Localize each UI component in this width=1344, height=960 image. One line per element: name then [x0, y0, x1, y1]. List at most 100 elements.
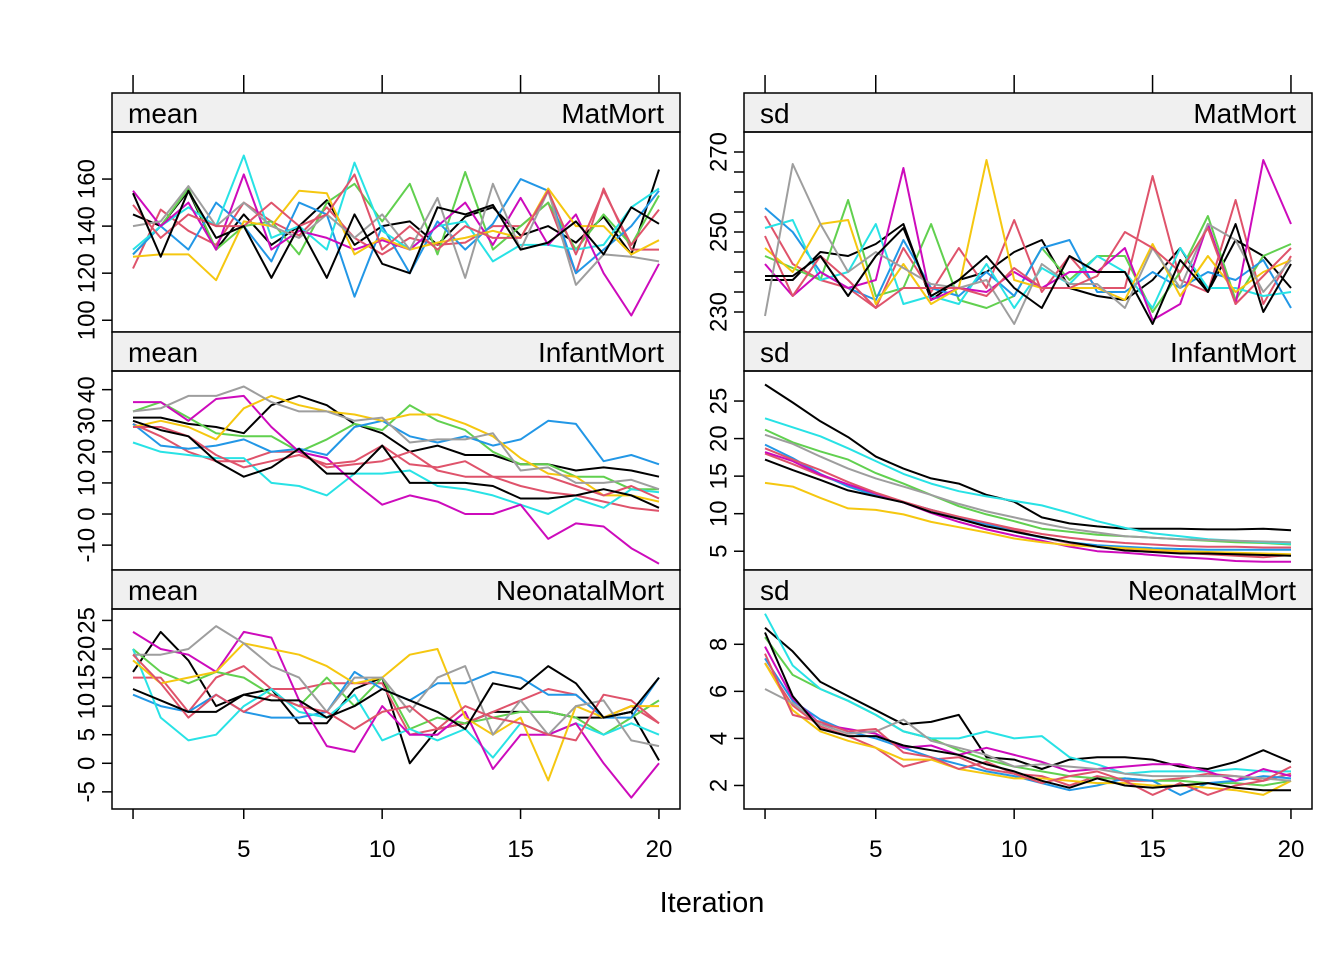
series-line-5: [132, 154, 660, 263]
series-line-8: [764, 163, 1292, 325]
strip-header: [743, 569, 1313, 610]
strip-variable-label: InfantMort: [1170, 337, 1296, 368]
y-tick-label: 100: [73, 300, 100, 340]
y-tick-label: 140: [73, 206, 100, 246]
strip-stat-label: mean: [128, 575, 198, 606]
y-tick-label: 5: [73, 728, 100, 741]
series-group: [132, 154, 660, 317]
y-tick-label: 2: [705, 779, 732, 792]
series-line-4: [132, 419, 660, 466]
x-tick-label: 10: [1001, 836, 1028, 863]
x-tick-label: 15: [1139, 836, 1166, 863]
series-group: [764, 613, 1292, 796]
series-line-8: [132, 385, 660, 491]
series-line-5: [764, 219, 1292, 309]
series-line-1: [133, 394, 660, 478]
series-line-8: [764, 433, 1292, 544]
y-tick-label: 0: [73, 507, 100, 520]
y-tick-label: 20: [705, 425, 732, 452]
x-axis-title: Iteration: [660, 887, 765, 919]
series-line-8: [764, 688, 1292, 782]
y-tick-label: 15: [705, 463, 732, 490]
series-line-2: [764, 175, 1292, 309]
x-tick-label: 20: [646, 836, 673, 863]
series-line-2: [132, 422, 660, 512]
series-group: [132, 385, 660, 565]
series-line-4: [132, 178, 660, 298]
panel-sd-NeonatalMort: sd NeonatalMort 2 4 6 8 5 10 15 20: [705, 569, 1313, 863]
y-tick-label: 20: [73, 636, 100, 663]
y-tick-label: -5: [73, 781, 100, 802]
series-line-10: [765, 223, 1292, 325]
y-tick-label: 230: [705, 292, 732, 332]
strip-stat-label: sd: [760, 575, 790, 606]
series-line-9: [132, 173, 660, 256]
strip-variable-label: NeonatalMort: [496, 575, 664, 606]
series-group: [764, 383, 1292, 563]
series-line-5: [764, 417, 1292, 545]
series-line-9: [764, 653, 1292, 796]
plot-frame: [111, 370, 681, 571]
y-tick-label: 10: [705, 500, 732, 527]
series-line-9: [132, 654, 660, 742]
series-line-9: [764, 227, 1292, 309]
strip-variable-label: MatMort: [1193, 98, 1296, 129]
y-tick-label: 30: [73, 407, 100, 434]
series-line-10: [764, 458, 1292, 557]
series-line-5: [764, 613, 1291, 775]
y-tick-label: 25: [73, 607, 100, 634]
panel-mean-MatMort: mean MatMort 100 120 140 160: [73, 75, 681, 340]
y-tick-label: 10: [73, 470, 100, 497]
y-tick-label: 120: [73, 253, 100, 293]
y-tick-label: -10: [73, 528, 100, 563]
y-tick-label: 6: [705, 685, 732, 698]
strip-stat-label: mean: [128, 337, 198, 368]
series-line-9: [133, 426, 660, 500]
series-line-10: [132, 419, 660, 509]
x-tick-label: 15: [507, 836, 534, 863]
y-tick-label: 160: [73, 159, 100, 199]
series-line-8: [132, 182, 660, 286]
strip-header: [111, 569, 681, 610]
series-line-1: [764, 627, 1292, 770]
series-line-7: [132, 642, 659, 782]
y-tick-label: 25: [705, 388, 732, 415]
strip-stat-label: mean: [128, 98, 198, 129]
strip-variable-label: MatMort: [561, 98, 664, 129]
series-line-6: [764, 646, 1292, 782]
strip-variable-label: NeonatalMort: [1128, 575, 1296, 606]
y-tick-label: 10: [73, 693, 100, 720]
panel-mean-InfantMort: mean InfantMort -10 0 10 20 30 40: [73, 331, 681, 571]
x-tick-label: 20: [1278, 836, 1305, 863]
y-tick-label: 40: [73, 376, 100, 403]
strip-stat-label: sd: [760, 98, 790, 129]
series-line-10: [132, 189, 660, 279]
series-group: [764, 159, 1292, 325]
y-tick-label: 0: [73, 757, 100, 770]
y-tick-label: 4: [705, 732, 732, 745]
series-line-7: [764, 481, 1292, 556]
series-line-9: [764, 447, 1291, 549]
series-line-7: [132, 394, 660, 503]
y-tick-label: 20: [73, 438, 100, 465]
series-line-10: [764, 632, 1291, 792]
panel-sd-MatMort: sd MatMort 230 250 270: [705, 75, 1313, 333]
series-line-6: [133, 394, 660, 565]
plot-frame: [743, 608, 1313, 810]
series-line-7: [132, 187, 660, 282]
plot-frame: [111, 608, 681, 810]
y-tick-label: 8: [705, 638, 732, 651]
x-tick-label: 5: [869, 836, 882, 863]
series-line-10: [132, 665, 660, 730]
series-line-6: [764, 159, 1292, 321]
y-tick-label: 15: [73, 664, 100, 691]
y-tick-label: 270: [705, 132, 732, 172]
series-line-1: [764, 383, 1292, 532]
panel-sd-InfantMort: sd InfantMort 5 10 15 20 25: [705, 331, 1313, 571]
y-tick-label: 5: [705, 545, 732, 558]
series-line-1: [765, 223, 1292, 301]
series-group: [132, 625, 660, 799]
x-tick-label: 5: [237, 836, 250, 863]
